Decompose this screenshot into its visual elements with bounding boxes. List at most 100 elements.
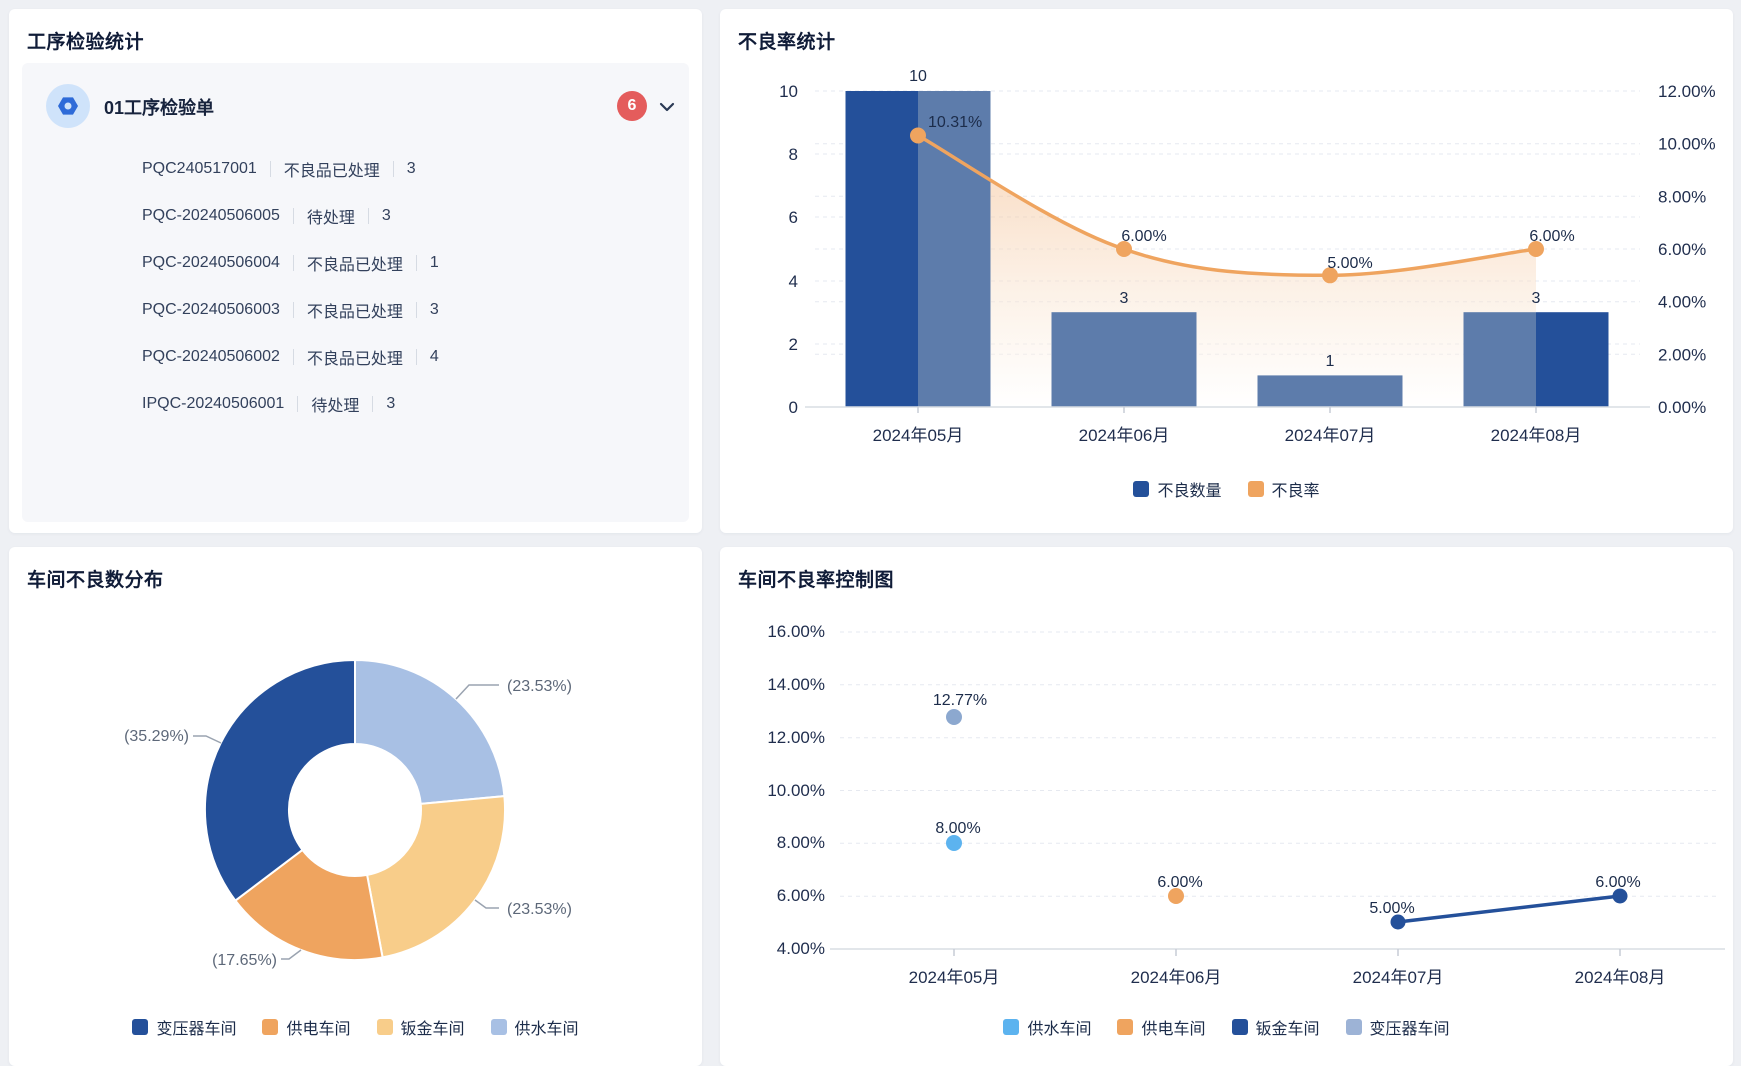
legend-swatch (1247, 481, 1264, 497)
legend-item-power[interactable]: 供电车间 (262, 1015, 351, 1039)
y-tick: 12.00% (1658, 82, 1716, 101)
bar (1051, 312, 1197, 407)
legend-swatch (1003, 1019, 1020, 1035)
legend-swatch (1231, 1019, 1248, 1035)
x-axis-labels: 2024年05月 2024年06月 2024年07月 2024年08月 (909, 968, 1666, 987)
legend-swatch (1345, 1019, 1362, 1035)
y-tick: 8.00% (1658, 187, 1706, 206)
divider (292, 254, 294, 271)
y-tick: 10.00% (1658, 135, 1716, 154)
y-tick: 0 (789, 398, 798, 417)
bar-label: 1 (1326, 353, 1335, 370)
point-label: 8.00% (935, 820, 980, 837)
inspection-status: 不良品已处理 (283, 162, 380, 180)
y-axis-left-labels: 10 8 6 4 2 0 (779, 82, 798, 417)
point-label: 5.00% (1369, 900, 1414, 917)
line-label: 6.00% (1121, 228, 1166, 245)
inspection-count: 1 (429, 253, 439, 271)
divider (415, 348, 417, 365)
data-point (910, 127, 926, 144)
divider (415, 301, 417, 318)
inspection-code: IPQC-20240506001 (142, 394, 285, 412)
inspection-status: 不良品已处理 (306, 303, 403, 321)
list-item[interactable]: PQC-20240506005 待处理 3 (22, 192, 689, 239)
pie-slice-transformer (203, 658, 356, 903)
legend-item-sheetmetal[interactable]: 钣金车间 (376, 1015, 465, 1039)
y-tick: 6 (789, 208, 798, 227)
x-tick: 2024年05月 (873, 426, 964, 445)
list-item[interactable]: IPQC-20240506001 待处理 3 (22, 380, 689, 427)
data-point (1322, 267, 1338, 284)
data-point-transformer (946, 709, 962, 725)
panel-control-chart: 车间不良率控制图 (720, 547, 1733, 1066)
inspection-count: 3 (406, 159, 416, 177)
data-point-water (946, 835, 962, 851)
panel-workshop-defects: 车间不良数分布 (23.53%) (23.53%) (17.65%) (35.2… (9, 547, 702, 1066)
panel-title: 车间不良数分布 (27, 570, 164, 591)
inspection-code: PQC-20240506003 (142, 300, 280, 318)
panel-process-inspection: 工序检验统计 01工序检验单 6 PQC240517001 不良品已处理 (9, 9, 702, 533)
inspection-count: 4 (429, 347, 439, 365)
point-label: 12.77% (933, 692, 987, 709)
list-item[interactable]: PQC240517001 不良品已处理 3 (22, 145, 689, 192)
legend-item-water[interactable]: 供水车间 (490, 1015, 579, 1039)
point-label: 6.00% (1595, 874, 1640, 891)
inspection-count: 3 (429, 300, 439, 318)
y-tick: 4.00% (1658, 293, 1706, 312)
legend-item-transformer[interactable]: 变压器车间 (132, 1015, 236, 1039)
inspection-group-header[interactable]: 01工序检验单 6 (22, 77, 689, 135)
y-tick: 10.00% (767, 781, 825, 800)
data-point-sheetmetal (1390, 914, 1406, 930)
defect-rate-line (917, 133, 1537, 278)
y-tick: 4 (789, 272, 798, 291)
line-points (910, 127, 1544, 284)
inspection-list: PQC240517001 不良品已处理 3 PQC-20240506005 待处… (22, 145, 689, 427)
divider (367, 207, 369, 224)
bar-label: 3 (1532, 290, 1541, 307)
pie-slice-power (233, 848, 384, 961)
bar-overlap (1463, 312, 1536, 407)
x-axis-ticks (953, 949, 1621, 956)
legend-item-water[interactable]: 供水车间 (1003, 1015, 1091, 1039)
chevron-down-icon[interactable] (659, 102, 675, 112)
y-tick: 2 (789, 335, 798, 354)
inspection-code: PQC-20240506004 (142, 253, 280, 271)
list-item[interactable]: PQC-20240506002 不良品已处理 4 (22, 333, 689, 380)
y-axis-right-labels: 12.00% 10.00% 8.00% 6.00% 4.00% 2.00% 0.… (1658, 82, 1716, 417)
legend-item-transformer[interactable]: 变压器车间 (1345, 1015, 1450, 1039)
panel-title: 不良率统计 (738, 32, 836, 53)
inspection-card: 01工序检验单 6 PQC240517001 不良品已处理 3 PQC-2024… (22, 63, 689, 522)
y-tick: 0.00% (1658, 398, 1706, 417)
legend-label: 变压器车间 (156, 1021, 237, 1038)
legend-label: 供电车间 (286, 1021, 351, 1038)
bar (1536, 312, 1609, 407)
legend-item-defect-rate[interactable]: 不良率 (1247, 477, 1320, 501)
legend-label: 供水车间 (1027, 1021, 1092, 1038)
list-item[interactable]: PQC-20240506003 不良品已处理 3 (22, 286, 689, 333)
legend-item-power[interactable]: 供电车间 (1117, 1015, 1206, 1039)
legend-label: 供水车间 (514, 1021, 579, 1038)
x-tick: 2024年05月 (909, 968, 1000, 987)
inspection-code: PQC-20240506002 (142, 347, 280, 365)
bar-value-labels: 10 3 1 3 (909, 68, 1540, 370)
donut-slices (203, 658, 506, 961)
inspection-status: 不良品已处理 (306, 256, 403, 274)
y-tick: 6.00% (777, 886, 825, 905)
x-tick: 2024年07月 (1353, 968, 1444, 987)
legend-item-sheetmetal[interactable]: 钣金车间 (1231, 1015, 1320, 1039)
x-tick: 2024年07月 (1285, 426, 1376, 445)
line-value-labels: 10.31% 6.00% 5.00% 6.00% (928, 114, 1575, 272)
legend-swatch (132, 1019, 149, 1035)
gridlines (840, 631, 1720, 897)
x-axis-labels: 2024年05月 2024年06月 2024年07月 2024年08月 (873, 426, 1582, 445)
pie-label: (23.53%) (507, 678, 572, 695)
inspection-count: 3 (386, 394, 396, 412)
data-point-power (1168, 888, 1184, 904)
list-item[interactable]: PQC-20240506004 不良品已处理 1 (22, 239, 689, 286)
legend-label: 不良率 (1271, 483, 1320, 500)
pie-label: (17.65%) (212, 952, 277, 969)
legend-item-defect-count[interactable]: 不良数量 (1133, 477, 1222, 501)
x-tick: 2024年08月 (1575, 968, 1666, 987)
x-tick: 2024年06月 (1079, 426, 1170, 445)
legend-swatch (1133, 481, 1150, 497)
